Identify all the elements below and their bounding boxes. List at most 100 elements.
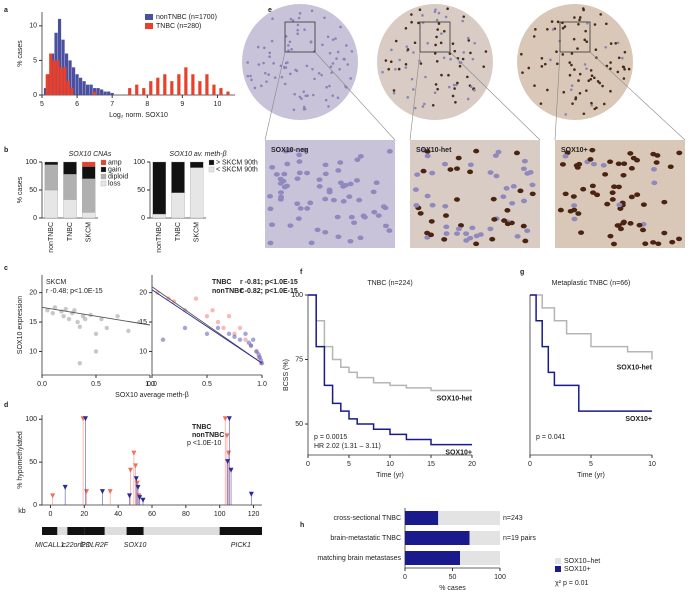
nucleus [263, 71, 267, 75]
nucleus [582, 8, 585, 12]
annotation: p = 0.041 [536, 434, 565, 441]
legend-swatch [208, 166, 215, 173]
nucleus [316, 184, 323, 189]
nucleus [295, 216, 302, 221]
nucleus [477, 232, 484, 237]
annotation: SKCM [46, 279, 66, 286]
nucleus [627, 67, 631, 71]
nucleus [439, 41, 443, 45]
nucleus [417, 211, 424, 216]
nucleus [392, 91, 396, 95]
survival-curve [308, 294, 472, 446]
nucleus [627, 221, 634, 226]
nucleus [514, 234, 521, 239]
bar [75, 74, 79, 95]
legend-label: nonTNBC (n=1700) [156, 14, 217, 21]
nucleus [284, 66, 288, 69]
nucleus [607, 159, 614, 165]
nucleus [569, 88, 573, 92]
nucleus [404, 66, 408, 69]
nucleus [302, 105, 306, 109]
image-label: SOX10+ [561, 147, 588, 154]
nucleus [265, 80, 268, 83]
nucleus [268, 51, 272, 55]
y-tick-label: brain-metastatic TNBC [330, 535, 401, 542]
nucleus [335, 234, 342, 240]
nucleus [577, 79, 580, 82]
x-axis-label: Time (yr) [376, 472, 404, 479]
x-tick-label: 10 [386, 461, 394, 468]
nucleus [650, 167, 657, 172]
nucleus [621, 56, 624, 60]
bar [49, 53, 53, 95]
nucleus [473, 88, 476, 92]
nucleus [394, 67, 397, 71]
x-axis-label: % cases [439, 585, 466, 592]
nucleus [260, 84, 263, 88]
point [160, 337, 166, 342]
nucleus [620, 173, 627, 178]
bar-segment [171, 161, 185, 193]
x-tick-label: 6 [75, 101, 79, 108]
bar [226, 91, 230, 95]
nucleus [434, 83, 438, 86]
nucleus [583, 38, 587, 42]
nucleus [342, 182, 349, 188]
nucleus [324, 98, 328, 102]
nucleus [442, 204, 449, 209]
nucleus [521, 158, 528, 164]
nucleus [578, 72, 582, 76]
bar-segment [469, 531, 500, 545]
legend-label: > SKCM 90th [216, 159, 258, 166]
nucleus [291, 19, 295, 22]
tma-core [242, 4, 358, 120]
nucleus [273, 172, 280, 177]
nucleus [509, 200, 516, 206]
nucleus [454, 166, 461, 171]
nucleus [428, 219, 435, 224]
bar-segment [460, 551, 500, 565]
nucleus [268, 55, 271, 59]
nucleus [527, 66, 531, 70]
nucleus [273, 76, 277, 79]
nucleus [389, 60, 393, 64]
y-tick-label: 5 [33, 57, 37, 64]
nucleus [413, 203, 420, 208]
nucleus [331, 38, 335, 41]
gene [219, 527, 262, 535]
nucleus [550, 20, 554, 23]
y-tick-label: 50 [29, 187, 37, 194]
x-tick-label: 20 [468, 461, 476, 468]
nucleus [412, 88, 415, 91]
legend-label: TNBC [192, 424, 211, 431]
nucleus [249, 74, 252, 78]
nucleus [615, 161, 622, 167]
nucleus [609, 67, 612, 71]
point [204, 313, 210, 319]
nucleus [451, 94, 455, 98]
nucleus [495, 149, 502, 155]
nucleus [347, 238, 354, 244]
x-axis-label: Log₂ norm. SOX10 [109, 112, 168, 119]
nucleus [568, 61, 572, 64]
panel-label: c [4, 265, 8, 272]
x-tick-label: 50 [449, 574, 457, 581]
nucleus [466, 97, 470, 101]
chart-8: 0 50 100 % cases cross-sectional TNBC brain-m… [317, 508, 600, 592]
bar [96, 88, 100, 95]
nucleus [302, 90, 306, 93]
point [52, 305, 58, 310]
nucleus [609, 89, 612, 93]
nucleus [594, 192, 601, 198]
nucleus [314, 227, 321, 233]
bar [86, 84, 90, 95]
bar [50, 53, 55, 95]
point [63, 306, 68, 312]
lollipop-head [226, 416, 232, 422]
nucleus [616, 70, 620, 74]
nucleus [328, 51, 332, 55]
nucleus [594, 48, 598, 52]
x-tick-label: nonTNBC [156, 222, 163, 253]
x-tick-label: 0.5 [91, 381, 101, 388]
